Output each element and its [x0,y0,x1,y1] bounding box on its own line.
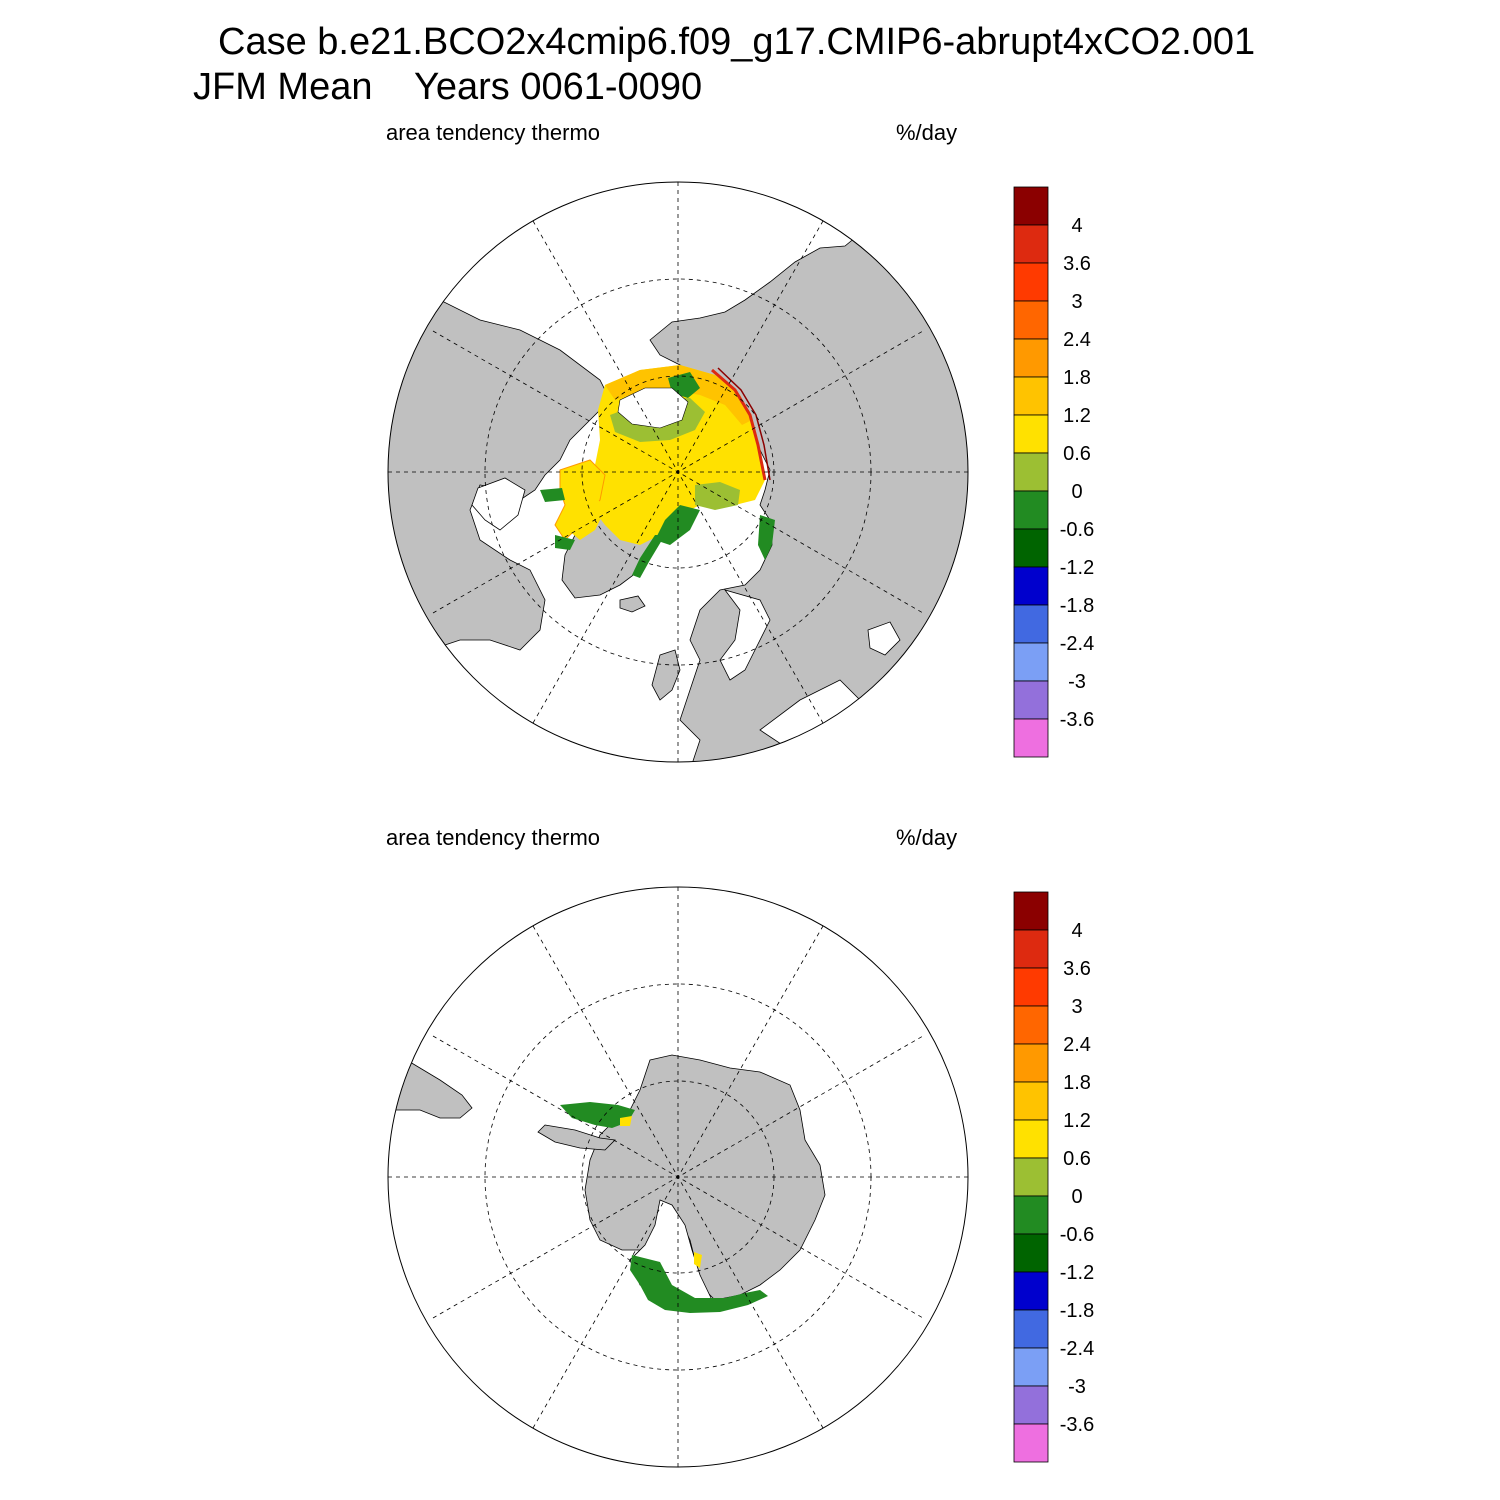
south-colorbar-swatch [1013,1309,1049,1349]
north-colorbar-tick-label: 4 [1071,215,1082,237]
south-colorbar-tick-label: -1.8 [1060,1300,1094,1322]
north-ice-field-green [655,505,700,545]
north-colorbar-swatch [1013,566,1049,606]
north-panel-left-label: area tendency thermo [386,120,601,145]
south-polar-map [387,886,969,1468]
south-colorbar-swatch [1013,967,1049,1007]
north-ice-field-darkred-edge [717,367,771,481]
north-central-white-patch [617,387,689,429]
north-colorbar-tick-label: -3.6 [1060,709,1094,731]
south-map-border [387,886,969,1468]
south-colorbar-swatch [1013,1271,1049,1311]
north-ice-field-lightgreen-2 [695,482,740,510]
north-land-british-isles [651,649,681,701]
south-colorbar-tick-label: 3.6 [1063,958,1091,980]
north-land-iceland [619,595,646,613]
north-colorbar-swatch [1013,186,1049,226]
north-colorbar-swatch [1013,642,1049,682]
south-colorbar-tick-label: 2.4 [1063,1034,1091,1056]
south-ice-weddell [560,1102,635,1128]
north-colorbar: 4 3.6 3 2.4 1.8 1.2 0.6 0 -0.6 -1.2 -1.8 -2.4 -3 -3.6 [1013,186,1094,758]
south-colorbar-tick-label: 1.8 [1063,1072,1091,1094]
north-colorbar-swatch [1013,414,1049,454]
north-colorbar-tick-label: 3.6 [1063,253,1091,275]
south-ice-ross-yellow [694,1252,702,1268]
north-colorbar-swatch [1013,300,1049,340]
north-colorbar-tick-label: 2.4 [1063,329,1091,351]
south-land-antarctic-peninsula [537,1124,616,1151]
north-colorbar-tick-label: -0.6 [1060,519,1094,541]
north-colorbar-swatch [1013,224,1049,264]
south-colorbar-swatch [1013,1157,1049,1197]
north-colorbar-swatch [1013,604,1049,644]
north-colorbar-tick-label: -3 [1068,671,1086,693]
north-black-sea [867,621,901,656]
south-colorbar-swatch [1013,1043,1049,1083]
north-colorbar-tick-label: 1.8 [1063,367,1091,389]
north-ice-labrador-green [555,535,575,550]
north-polar-map [387,181,969,763]
north-ice-east-greenland [632,535,665,578]
north-colorbar-swatch [1013,680,1049,720]
south-colorbar-tick-label: 4 [1071,920,1082,942]
north-colorbar-swatch [1013,262,1049,302]
south-ice-amundsen [630,1255,768,1313]
north-colorbar-swatch [1013,528,1049,568]
figure-title-line-2: JFM Mean Years 0061-0090 [193,66,703,108]
north-map-border [387,181,969,763]
north-colorbar-tick-label: 0.6 [1063,443,1091,465]
south-colorbar-tick-label: 1.2 [1063,1110,1091,1132]
north-baltic-sea [719,589,771,681]
south-colorbar-tick-label: 0 [1071,1186,1082,1208]
south-colorbar-tick-label: -0.6 [1060,1224,1094,1246]
south-colorbar-swatch [1013,1005,1049,1045]
south-colorbar-tick-label: -3 [1068,1376,1086,1398]
south-colorbar-swatch [1013,1385,1049,1425]
south-colorbar: 4 3.6 3 2.4 1.8 1.2 0.6 0 -0.6 -1.2 -1.8 -2.4 -3 -3.6 [1013,891,1094,1463]
south-ice-weddell-yellow [620,1116,632,1126]
south-panel-units-label: %/day [896,825,958,850]
north-colorbar-tick-label: -1.2 [1060,557,1094,579]
north-colorbar-swatch [1013,452,1049,492]
north-colorbar-tick-label: 3 [1071,291,1082,313]
north-ice-field-orange [605,365,752,425]
north-hudson-bay [471,477,526,531]
south-colorbar-tick-label: -1.2 [1060,1262,1094,1284]
north-colorbar-tick-label: 1.2 [1063,405,1091,427]
north-colorbar-tick-label: -1.8 [1060,595,1094,617]
south-graticule [388,887,968,1467]
north-ice-baffin [568,495,605,540]
north-ice-hudson-green [540,488,565,502]
south-colorbar-tick-label: 3 [1071,996,1082,1018]
north-colorbar-swatch [1013,376,1049,416]
south-colorbar-swatch [1013,891,1049,931]
south-colorbar-swatch [1013,1119,1049,1159]
north-colorbar-swatch [1013,490,1049,530]
south-colorbar-swatch [1013,1423,1049,1463]
north-graticule [388,182,968,762]
south-colorbar-swatch [1013,1347,1049,1387]
north-panel-units-label: %/day [896,120,958,145]
north-ice-field-red-edge [711,368,767,481]
south-colorbar-swatch [1013,1233,1049,1273]
south-colorbar-swatch [1013,1081,1049,1121]
south-colorbar-swatch [1013,929,1049,969]
south-panel-left-label: area tendency thermo [386,825,601,850]
south-colorbar-tick-label: -3.6 [1060,1414,1094,1436]
south-colorbar-tick-label: 0.6 [1063,1148,1091,1170]
north-colorbar-swatch [1013,338,1049,378]
south-colorbar-swatch [1013,1195,1049,1235]
north-colorbar-swatch [1013,718,1049,758]
south-colorbar-tick-label: -2.4 [1060,1338,1094,1360]
figure-title-line-1: Case b.e21.BCO2x4cmip6.f09_g17.CMIP6-abr… [218,21,1256,63]
north-colorbar-tick-label: 0 [1071,481,1082,503]
north-ice-barents-green [758,515,775,560]
north-colorbar-tick-label: -2.4 [1060,633,1094,655]
